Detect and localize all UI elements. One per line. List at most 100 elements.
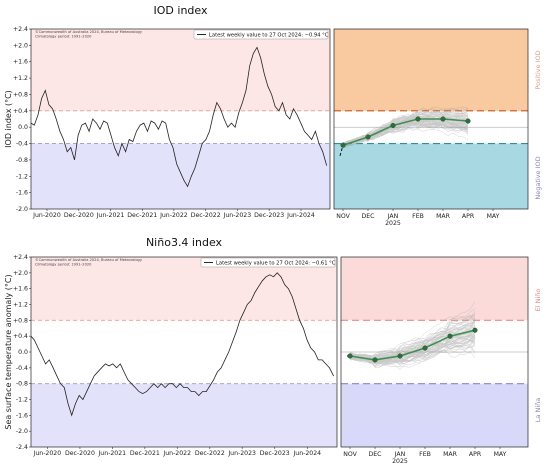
nino-y-tick-label: -2.0: [16, 428, 28, 435]
iod-outlook-lead-in: [339, 145, 344, 156]
nino-negative-band: [31, 383, 337, 447]
iod-ensemble-line: [342, 122, 469, 149]
iod-y-tick-label: +0.4: [13, 108, 28, 115]
nino-x-tick-label: Jun-2021: [97, 450, 126, 457]
nino-y-tick-label: 0.0: [18, 349, 28, 356]
nino-ensemble-line: [349, 343, 476, 365]
iod-y-tick-label: +1.2: [13, 75, 28, 82]
nino-legend-box: [200, 257, 336, 268]
iod-outlook-month-label: MAR: [436, 213, 451, 220]
nino-positive-band: [31, 257, 337, 321]
iod-y-tick-label: -1.6: [16, 190, 28, 197]
iod-y-tick-label: 0.0: [18, 124, 28, 131]
nino-phase-positive-label: El Niño: [534, 289, 542, 312]
nino-y-axis-label: Sea surface temperature anomaly (°C): [4, 274, 13, 429]
nino-x-tick-label: Jun-2022: [162, 450, 191, 457]
iod-outlook-year-label: 2025: [385, 220, 401, 227]
iod-ensemble-members: [342, 106, 469, 149]
nino-x-tick-label: Jun-2020: [33, 450, 62, 457]
nino-ensemble-line: [349, 336, 476, 365]
nino-outlook-month-label: DEC: [369, 451, 382, 458]
nino-outlook-month-label: FEB: [419, 451, 431, 458]
iod-climatology-period: Climatology period: 1991–2020: [35, 35, 92, 39]
nino-ensemble-line: [349, 342, 476, 370]
iod-y-tick-label: +2.4: [13, 26, 28, 33]
iod-x-tick-label: Jun-2023: [223, 212, 252, 219]
nino-observed-line: [30, 272, 334, 417]
nino-outlook-mean-point: [372, 357, 378, 363]
nino-outlook-mean-point: [472, 327, 478, 333]
iod-chart: IOD index IOD index (°C) +2.4 +2.0 +1.6 +1.2 +…: [4, 4, 542, 227]
iod-negative-band: [31, 143, 330, 209]
nino-y-tick-label: -0.8: [16, 381, 28, 388]
nino-outlook-positive-band: [341, 257, 528, 321]
nino-x-tick-label: Dec-2021: [130, 450, 160, 457]
nino-x-tick-label: Jun-2023: [227, 450, 256, 457]
iod-phase-negative-label: Negative IOD: [534, 156, 542, 199]
iod-x-tick-label: Jun-2021: [96, 212, 125, 219]
nino-y-tick-label: -1.2: [16, 397, 28, 404]
nino-y-tick-label: -0.4: [16, 365, 28, 372]
nino-outlook-year-label: 2025: [392, 458, 408, 465]
iod-outlook-month-label: APR: [462, 213, 475, 220]
nino-outlook-mean-point: [397, 353, 403, 359]
iod-ensemble-line: [342, 126, 469, 147]
nino-y-tick-label: +1.2: [13, 302, 28, 309]
iod-x-tick-label: Dec-2022: [191, 212, 221, 219]
nino-climatology-period: Climatology period: 1991–2020: [35, 263, 92, 267]
iod-y-axis-label: IOD index (°C): [4, 90, 13, 148]
nino-ensemble-line: [349, 335, 476, 368]
nino-x-tick-label: Dec-2020: [65, 450, 95, 457]
nino-outlook-month-label: NOV: [343, 451, 357, 458]
iod-outlook-month-label: JAN: [387, 213, 399, 220]
iod-x-tick-label: Dec-2020: [64, 212, 94, 219]
iod-x-tick-label: Dec-2023: [254, 212, 284, 219]
nino-outlook-month-label: JAN: [394, 451, 406, 458]
iod-outlook-month-label: DEC: [362, 213, 375, 220]
nino-plot-frame: [30, 256, 338, 448]
nino-outlook-month-label: APR: [469, 451, 482, 458]
iod-outlook-mean-point: [465, 118, 471, 124]
nino-x-tick-label: Jun-2024: [292, 450, 321, 457]
nino-title: Niño3.4 index: [146, 236, 223, 249]
iod-y-tick-label: -1.2: [16, 173, 28, 180]
iod-x-tick-label: Dec-2021: [127, 212, 157, 219]
nino-y-tick-label: +2.0: [13, 270, 28, 277]
iod-outlook-positive-band: [334, 29, 528, 111]
iod-outlook-month-label: FEB: [412, 213, 424, 220]
iod-y-tick-label: +2.0: [13, 42, 28, 49]
nino-y-tick-label: -1.6: [16, 412, 28, 419]
iod-outlook-month-label: MAY: [487, 213, 500, 220]
iod-y-tick-label: +1.6: [13, 59, 28, 66]
iod-observed-line: [30, 46, 328, 188]
nino-y-tick-label: +0.8: [13, 317, 28, 324]
nino-x-tick-label: Dec-2022: [195, 450, 225, 457]
iod-outlook-mean-point: [415, 116, 421, 122]
nino-ensemble-line: [349, 339, 476, 364]
iod-y-tick-label: -0.8: [16, 157, 28, 164]
nino-outlook-frame: [340, 256, 529, 448]
nino-outlook-month-label: MAR: [443, 451, 458, 458]
nino-copyright: ©Commonwealth of Australia 2024, Bureau …: [35, 258, 143, 262]
iod-x-tick-label: Jun-2022: [159, 212, 188, 219]
iod-outlook-mean-point: [365, 134, 371, 140]
nino-outlook-mean-line: [349, 329, 476, 361]
iod-ensemble-line: [342, 118, 469, 147]
iod-outlook-mean-point: [340, 142, 346, 148]
iod-y-tick-label: +0.8: [13, 91, 28, 98]
iod-outlook-mean-point: [440, 116, 446, 122]
nino-phase-negative-label: La Niña: [534, 398, 542, 422]
iod-ensemble-line: [342, 120, 469, 145]
iod-y-tick-label: -0.4: [16, 141, 28, 148]
iod-outlook-negative-band: [334, 143, 528, 209]
nino-legend-label: Latest weekly value to 27 Oct 2024: −0.6…: [216, 260, 336, 266]
iod-title: IOD index: [154, 4, 208, 17]
nino-ensemble-line: [349, 337, 476, 363]
nino-outlook-negative-band: [341, 383, 528, 447]
nino-y-tick-label: +1.6: [13, 286, 28, 293]
iod-legend-box: [193, 29, 329, 40]
iod-positive-band: [31, 29, 330, 111]
nino-y-tick-label: -2.4: [16, 444, 28, 451]
iod-plot-frame: [30, 28, 331, 210]
nino-outlook-mean-point: [447, 333, 453, 339]
